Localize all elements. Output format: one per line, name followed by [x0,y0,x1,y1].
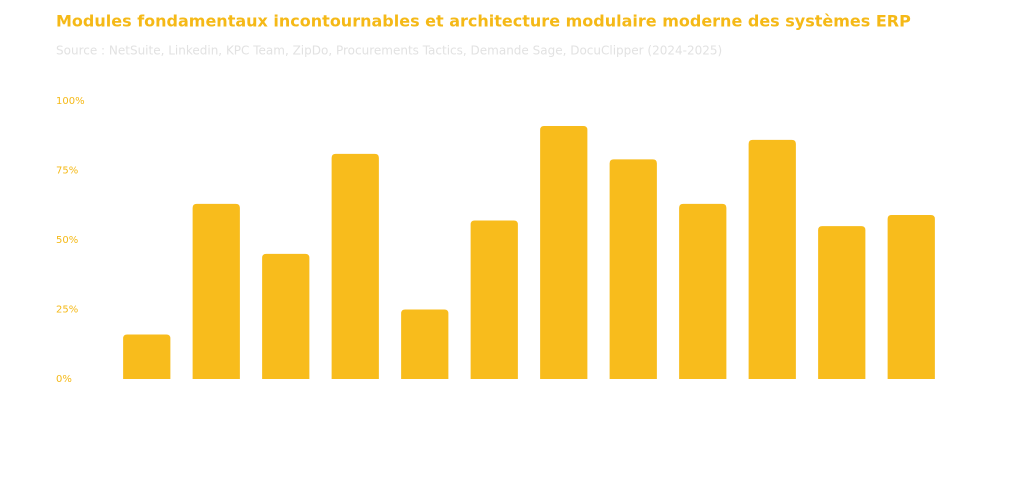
y-tick-label: 0% [56,374,72,385]
bar [331,153,379,379]
bar [192,203,240,379]
bar [262,253,310,379]
y-tick-label: 100% [56,96,85,107]
bar [679,203,727,379]
bar [609,159,657,379]
bar [123,334,171,379]
y-tick-label: 50% [56,235,78,246]
y-tick-label: 75% [56,166,78,177]
bar [748,139,796,379]
chart-subtitle: Source : NetSuite, Linkedin, KPC Team, Z… [56,44,722,58]
bar [818,226,866,379]
bar [887,214,935,379]
bar [540,126,588,380]
chart-title: Modules fondamentaux incontournables et … [56,12,911,31]
y-tick-label: 25% [56,305,78,316]
bar [401,309,449,379]
bar [470,220,518,379]
